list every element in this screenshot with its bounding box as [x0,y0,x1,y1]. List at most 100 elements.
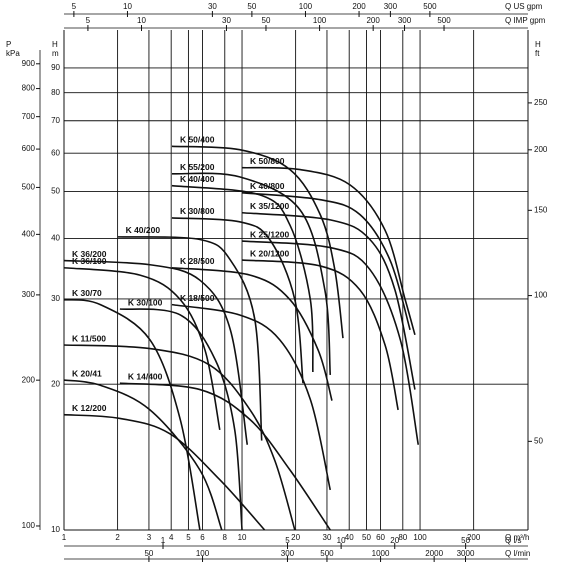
curve-label: K 40/200 [126,225,161,235]
x-tick-label: 10 [238,533,247,542]
pump-curve [63,266,221,430]
tick-label: 250 [534,98,548,107]
tick-label: 50 [247,2,256,11]
pump-curve [171,184,314,372]
pump-curve [63,379,223,531]
curve-label: K 30/800 [180,206,215,216]
x-tick-label: 50 [362,533,371,542]
curve-label: K 12/200 [72,403,107,413]
y-tick-label: 70 [51,116,60,125]
curve-label: K 20/1200 [250,248,289,258]
curve-label: K 50/800 [250,156,285,166]
axis-label: H [535,40,541,49]
y-tick-label: 10 [51,525,60,534]
tick-label: 500 [437,16,451,25]
tick-label: 5 [285,536,290,545]
x-tick-label: 2 [115,533,120,542]
y-tick-label: 50 [51,187,60,196]
y-tick-label: 60 [51,148,60,157]
tick-label: 200 [352,2,366,11]
y-tick-label: 30 [51,294,60,303]
x-tick-label: 100 [413,533,427,542]
y-axis-label: H [52,40,58,49]
pump-curve [63,344,296,531]
x-tick-label: 200 [467,533,481,542]
tick-label: 200 [22,375,36,384]
x-tick-label: 1 [62,533,67,542]
tick-label: 2000 [425,549,443,558]
x-tick-label: 40 [345,533,354,542]
pump-curve [171,172,332,376]
tick-label: 500 [22,183,36,192]
tick-label: 20 [390,536,399,545]
axis-label: P [6,40,11,49]
tick-label: 900 [22,59,36,68]
curve-label: K 40/400 [180,174,215,184]
x-tick-label: 8 [223,533,228,542]
x-tick-label: 80 [398,533,407,542]
x-tick-label: 60 [376,533,385,542]
tick-label: 100 [196,549,210,558]
tick-label: 400 [22,229,36,238]
tick-label: 300 [22,290,36,299]
pump-curve [241,259,399,411]
tick-label: 200 [534,145,548,154]
tick-label: 700 [22,112,36,121]
y-tick-label: 20 [51,379,60,388]
tick-label: 1000 [372,549,390,558]
pump-curve [241,191,411,331]
tick-label: 30 [222,16,231,25]
pump-curve [171,145,344,339]
tick-label: 800 [22,84,36,93]
curve-label: K 30/100 [128,297,163,307]
tick-label: 50 [144,549,153,558]
axis-label: Q IMP gpm [505,16,546,25]
curve-label: K 28/500 [180,256,215,266]
tick-label: 50 [262,16,271,25]
pump-curve [117,236,263,441]
tick-label: 150 [534,205,548,214]
curve-label: K 35/1200 [250,201,289,211]
x-axis-label: Q m³/h [505,533,529,542]
tick-label: 3000 [457,549,475,558]
pump-curve [63,259,249,445]
tick-label: 500 [320,549,334,558]
tick-label: 30 [208,2,217,11]
curve-label: K 18/500 [180,293,215,303]
tick-label: 100 [534,291,548,300]
tick-label: 100 [313,16,327,25]
tick-label: 100 [299,2,313,11]
tick-label: 10 [123,2,132,11]
x-tick-label: 3 [147,533,152,542]
x-tick-label: 6 [200,533,205,542]
curve-label: K 25/1200 [250,229,289,239]
x-tick-label: 30 [323,533,332,542]
tick-label: 1 [161,536,166,545]
curve-label: K 11/500 [72,333,106,343]
pump-curve [119,382,331,531]
curve-label: K 40/800 [250,181,285,191]
x-tick-label: 4 [169,533,174,542]
curve-label: K 30/70 [72,288,102,298]
x-tick-label: 20 [291,533,300,542]
curve-label: K 36/200 [72,249,107,259]
tick-label: 300 [281,549,295,558]
pump-curve [241,240,420,445]
tick-label: 500 [423,2,437,11]
pump-curve [63,413,266,531]
tick-label: 200 [366,16,380,25]
pump-curve [171,303,332,491]
y-tick-label: 80 [51,88,60,97]
tick-label: 50 [534,436,543,445]
y-axis-unit: m [52,49,59,58]
pump-curve [241,211,416,390]
tick-label: 10 [137,16,146,25]
axis-unit: kPa [6,49,20,58]
pump-curve [171,217,304,384]
axis-label: Q US gpm [505,2,543,11]
axis-label: Q l/min [505,549,530,558]
y-tick-label: 90 [51,63,60,72]
tick-label: 600 [22,144,36,153]
